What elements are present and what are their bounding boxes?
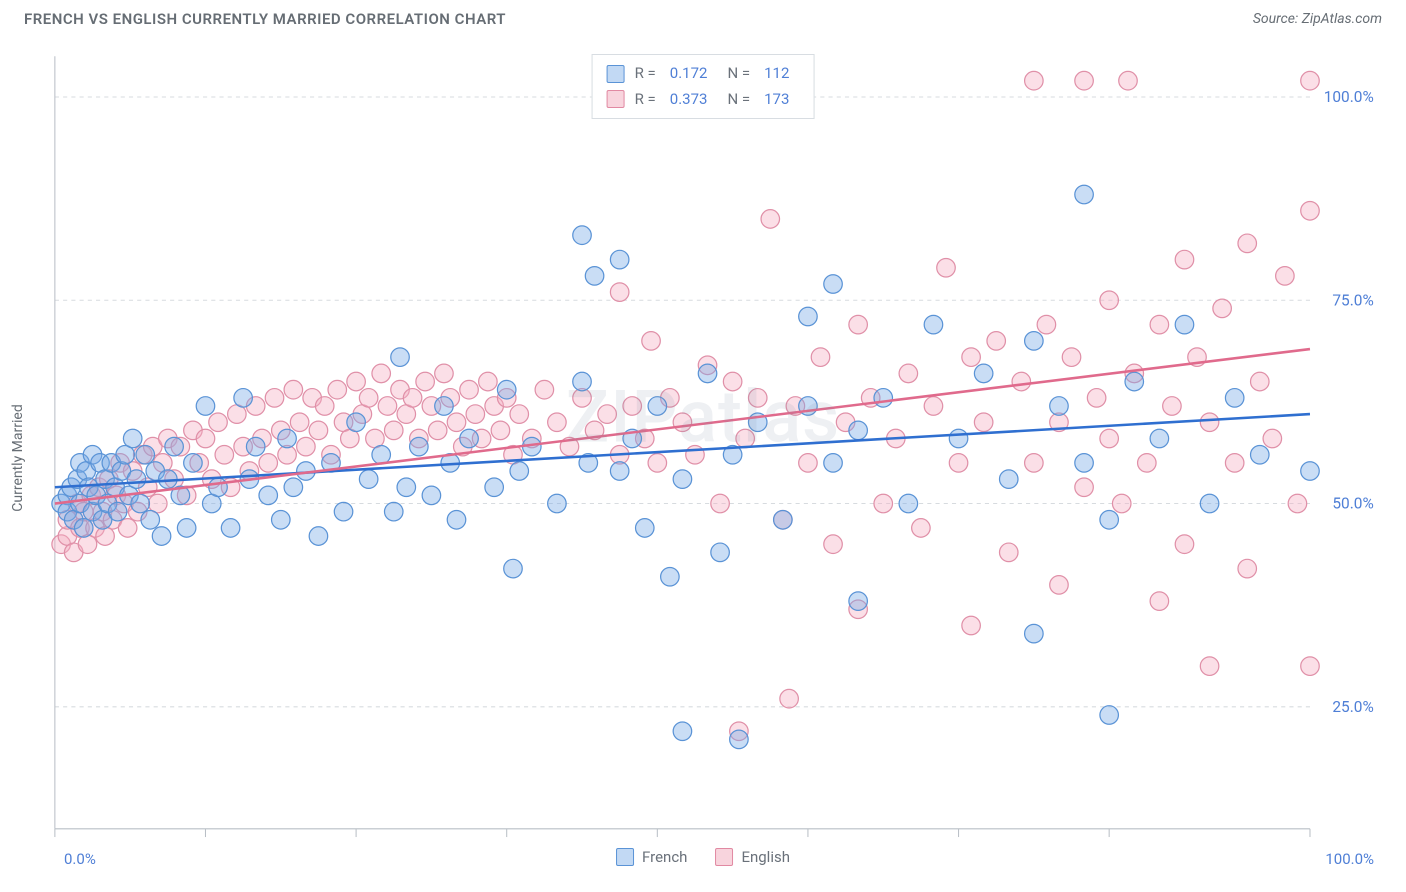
legend-row: R = 0.373N = 173 [607, 87, 800, 113]
y-axis-label: Currently Married [10, 404, 26, 511]
x-axis-max-label: 100.0% [1325, 850, 1374, 868]
chart-title: FRENCH VS ENGLISH CURRENTLY MARRIED CORR… [24, 10, 506, 28]
correlation-legend: R = 0.172N = 112R = 0.373N = 173 [592, 54, 815, 119]
header-row: FRENCH VS ENGLISH CURRENTLY MARRIED CORR… [0, 0, 1406, 34]
scatter-chart: 25.0% 50.0% 75.0% 100.0% [24, 46, 1382, 870]
source-attribution: Source: ZipAtlas.com [1253, 11, 1382, 27]
chart-area: Currently Married 25.0%50.0%75.0%100.0% … [24, 46, 1382, 870]
pink-swatch-icon [607, 90, 625, 108]
blue-swatch-icon [616, 848, 634, 866]
x-axis-min-label: 0.0% [64, 850, 96, 868]
blue-swatch-icon [607, 65, 625, 83]
legend-row: R = 0.172N = 112 [607, 61, 800, 87]
series-legend: French English [616, 848, 790, 866]
legend-item: French [616, 848, 687, 866]
legend-label: English [741, 848, 790, 866]
svg-text:25.0%: 25.0% [1332, 698, 1373, 716]
svg-text:50.0%: 50.0% [1332, 495, 1373, 513]
legend-label: French [642, 848, 687, 866]
svg-text:100.0%: 100.0% [1324, 88, 1374, 106]
legend-item: English [715, 848, 790, 866]
pink-swatch-icon [715, 848, 733, 866]
svg-text:75.0%: 75.0% [1332, 291, 1373, 309]
